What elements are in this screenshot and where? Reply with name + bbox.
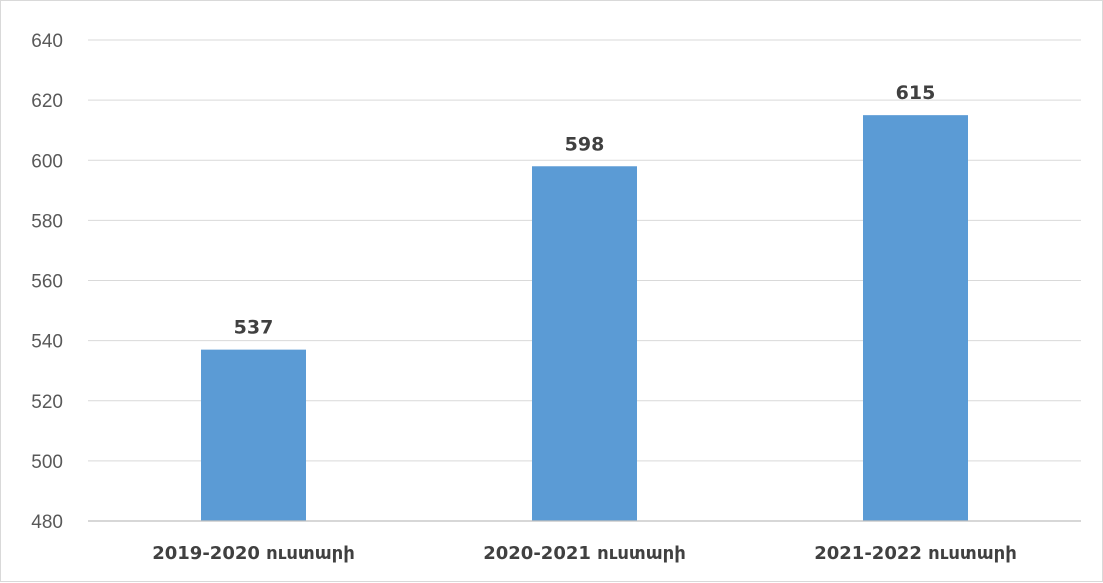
x-category-label: 2019-2020 ուստարի bbox=[152, 543, 355, 564]
x-category-label: 2020-2021 ուստարի bbox=[483, 543, 686, 564]
bar bbox=[201, 349, 306, 521]
y-tick-label: 640 bbox=[31, 31, 63, 52]
data-label: 598 bbox=[565, 133, 605, 155]
bar bbox=[532, 166, 637, 521]
data-labels: 537 598 615 bbox=[234, 82, 936, 338]
y-tick-label: 620 bbox=[31, 91, 63, 112]
data-label: 537 bbox=[234, 317, 274, 339]
y-tick-label: 500 bbox=[31, 452, 63, 473]
bar bbox=[863, 115, 968, 521]
y-tick-label: 520 bbox=[31, 392, 63, 413]
x-axis-categories: 2019-2020 ուստարի 2020-2021 ուստարի 2021-2… bbox=[152, 543, 1017, 564]
data-label: 615 bbox=[896, 82, 936, 104]
x-category-label: 2021-2022 ուստարի bbox=[814, 543, 1017, 564]
y-tick-label: 600 bbox=[31, 151, 63, 172]
y-tick-label: 540 bbox=[31, 332, 63, 353]
y-tick-label: 480 bbox=[31, 512, 63, 533]
bars bbox=[201, 115, 968, 521]
y-tick-label: 580 bbox=[31, 211, 63, 232]
y-tick-label: 560 bbox=[31, 272, 63, 293]
y-axis-ticks: 480 500 520 540 560 580 600 620 640 bbox=[31, 31, 63, 533]
